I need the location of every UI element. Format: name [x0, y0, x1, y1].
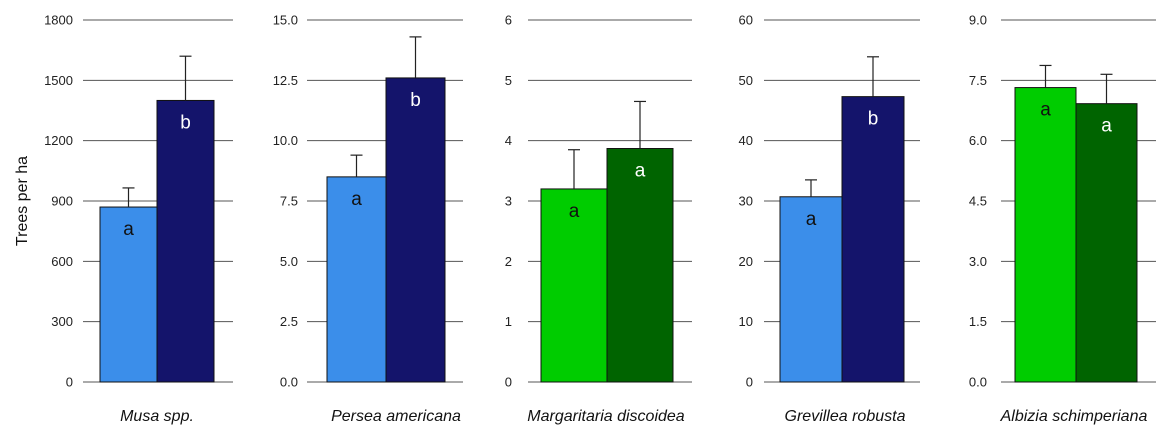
bar [1075, 103, 1138, 383]
y-tick-label: 12.5 [273, 73, 298, 88]
y-tick-label: 5.0 [280, 254, 298, 269]
y-tick-label: 0 [66, 375, 73, 390]
y-tick-label: 0 [746, 375, 753, 390]
y-tick-label: 6.0 [969, 133, 987, 148]
y-tick-label: 15.0 [273, 13, 298, 28]
x-axis-label: Margaritaria discoidea [527, 408, 685, 425]
bar [156, 99, 215, 383]
chart-panel-1: 0 300 600 900 1200 1500 1800 a b Musa spp. Trees p… [14, 13, 233, 425]
y-tick-label: 7.5 [969, 73, 987, 88]
significance-label: b [180, 112, 191, 133]
y-tick-label: 6 [505, 13, 512, 28]
bar [606, 148, 674, 383]
y-tick-label: 9.0 [969, 13, 987, 28]
x-axis-label: Musa spp. [120, 408, 194, 425]
bar [779, 196, 843, 383]
x-axis-label: Albizia schimperiana [1000, 408, 1148, 425]
y-tick-label: 3 [505, 194, 512, 209]
x-axis-label: Grevillea robusta [785, 408, 906, 425]
y-tick-label: 3.0 [969, 254, 987, 269]
y-tick-label: 600 [51, 254, 73, 269]
y-tick-label: 300 [51, 314, 73, 329]
bar [385, 77, 446, 383]
significance-label: b [868, 109, 879, 130]
significance-label: a [806, 209, 817, 230]
y-tick-label: 2.5 [280, 314, 298, 329]
y-tick-label: 40 [739, 133, 753, 148]
significance-label: a [1040, 100, 1051, 121]
y-tick-label: 900 [51, 194, 73, 209]
y-tick-label: 2 [505, 254, 512, 269]
y-tick-label: 20 [739, 254, 753, 269]
y-tick-label: 4.5 [969, 194, 987, 209]
significance-label: a [635, 161, 646, 182]
chart-panel-5: 0.0 1.5 3.0 4.5 6.0 7.5 9.0 a a Albizia schimperi… [969, 13, 1156, 425]
y-tick-label: 0.0 [969, 375, 987, 390]
chart-panel-2: 0.0 2.5 5.0 7.5 10.0 12.5 15.0 a b Persea america… [273, 13, 463, 425]
chart-panel-3: 0 1 2 3 4 5 6 a a Margaritaria discoidea [505, 13, 692, 425]
y-tick-label: 1800 [44, 13, 73, 28]
significance-label: b [410, 90, 421, 111]
significance-label: a [569, 201, 580, 222]
y-tick-label: 0.0 [280, 375, 298, 390]
y-tick-label: 50 [739, 73, 753, 88]
significance-label: a [1101, 116, 1112, 137]
y-tick-label: 1 [505, 314, 512, 329]
y-tick-label: 30 [739, 194, 753, 209]
bar [1014, 87, 1077, 383]
y-tick-label: 1.5 [969, 314, 987, 329]
y-tick-label: 60 [739, 13, 753, 28]
bar [841, 96, 905, 383]
bar [540, 188, 608, 383]
y-tick-label: 10.0 [273, 133, 298, 148]
y-tick-label: 5 [505, 73, 512, 88]
y-tick-label: 1200 [44, 133, 73, 148]
x-axis-label: Persea americana [331, 408, 461, 425]
y-tick-label: 0 [505, 375, 512, 390]
y-tick-label: 4 [505, 133, 512, 148]
significance-label: a [351, 189, 362, 210]
y-tick-label: 7.5 [280, 194, 298, 209]
y-tick-label: 10 [739, 314, 753, 329]
bar [99, 206, 158, 383]
y-tick-label: 1500 [44, 73, 73, 88]
chart-panel-4: 0 10 20 30 40 50 60 a b Grevillea robusta [739, 13, 920, 425]
y-axis-label: Trees per ha [14, 156, 31, 246]
significance-label: a [123, 219, 134, 240]
